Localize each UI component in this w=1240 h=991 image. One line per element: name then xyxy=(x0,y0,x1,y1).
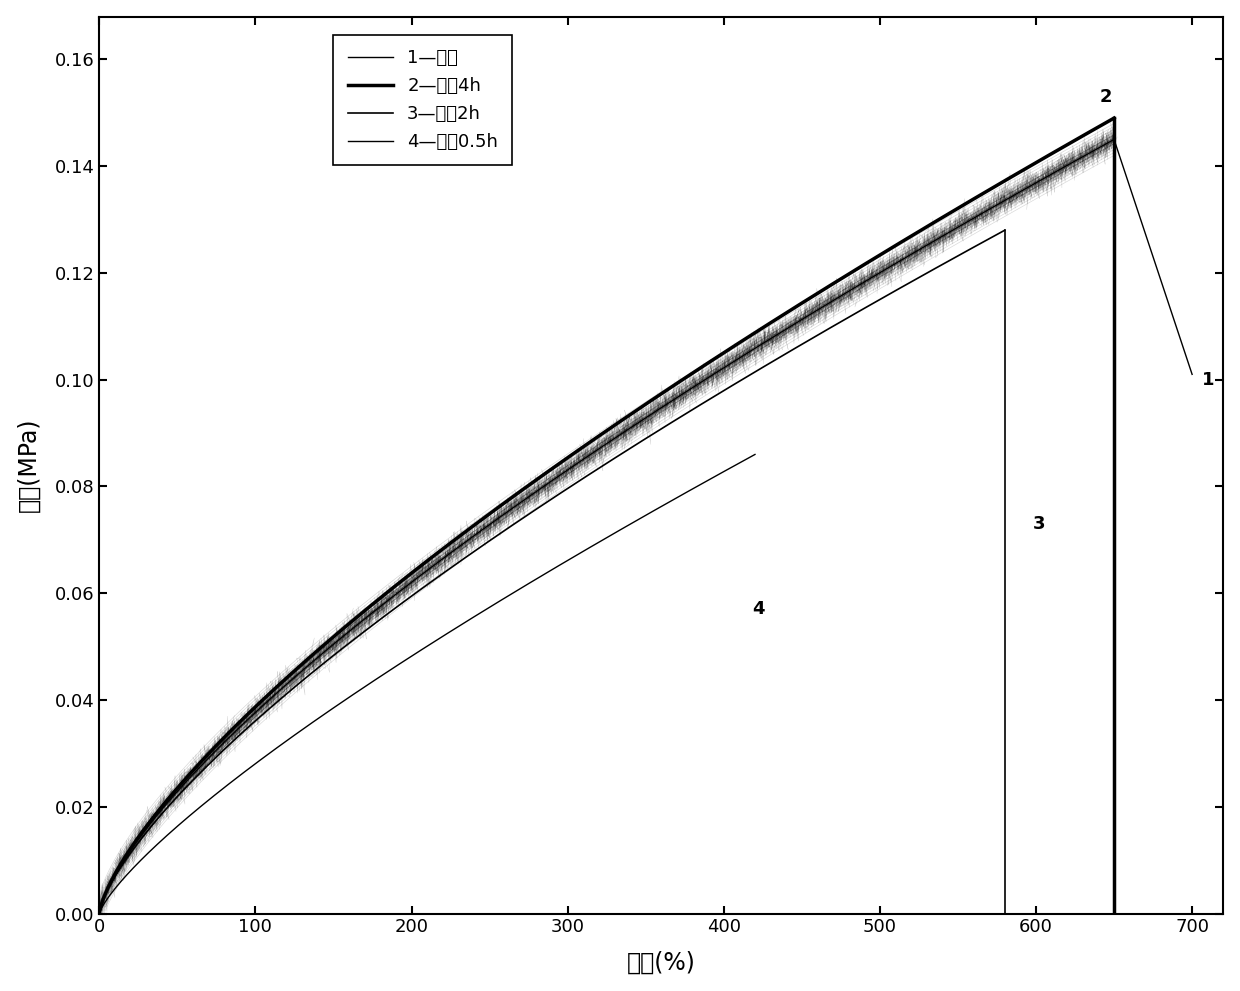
Text: 3: 3 xyxy=(1033,515,1045,533)
Y-axis label: 应力(MPa): 应力(MPa) xyxy=(16,418,41,512)
X-axis label: 应变(%): 应变(%) xyxy=(627,950,696,974)
Text: 2: 2 xyxy=(1100,88,1112,106)
Legend: 1—原始, 2—修复4h, 3—修复2h, 4—修复0.5h: 1—原始, 2—修复4h, 3—修复2h, 4—修复0.5h xyxy=(334,35,512,165)
Text: 1: 1 xyxy=(1202,371,1214,388)
Text: 4: 4 xyxy=(751,601,764,618)
